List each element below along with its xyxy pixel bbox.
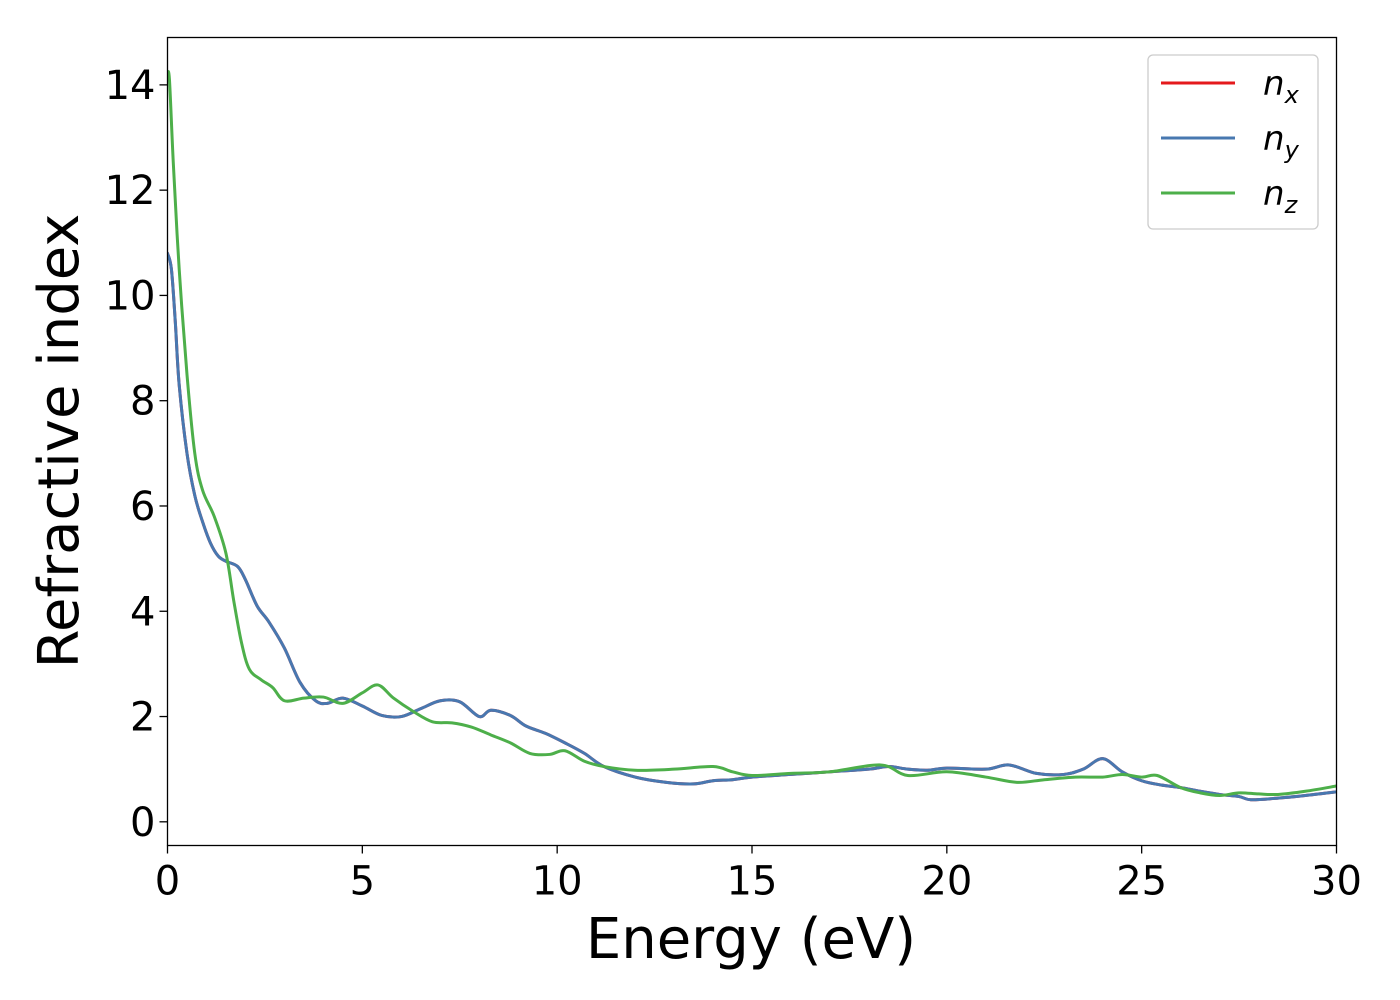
x-tick-label: 15 <box>727 859 778 905</box>
legend-box <box>1147 54 1319 230</box>
legend-label: nx <box>1263 64 1300 109</box>
legend-item-n-z: nz <box>1161 174 1299 219</box>
series-line-n-y <box>167 251 1337 802</box>
y-tick-label: 2 <box>130 695 155 741</box>
series-line-n-z <box>167 70 1337 797</box>
y-tick-label: 4 <box>130 589 155 635</box>
y-axis-label: Refractive index <box>27 214 92 669</box>
legend: nx ny nz <box>1147 54 1319 230</box>
y-axis: 0 2 4 6 8 10 12 14 <box>105 63 168 846</box>
legend-item-n-x: nx <box>1161 64 1300 109</box>
y-tick-label: 14 <box>105 63 156 109</box>
series-layer <box>167 70 1337 802</box>
legend-label: ny <box>1263 119 1300 164</box>
y-tick-label: 0 <box>130 800 155 846</box>
x-axis: 0 5 10 15 20 25 30 <box>155 845 1362 905</box>
y-tick-label: 10 <box>105 273 156 319</box>
x-tick-label: 5 <box>350 859 375 905</box>
x-tick-label: 25 <box>1116 859 1167 905</box>
x-tick-label: 0 <box>155 859 180 905</box>
y-tick-label: 12 <box>105 168 156 214</box>
series-line-n-x <box>167 251 1337 802</box>
x-axis-label: Energy (eV) <box>586 907 916 972</box>
x-tick-label: 10 <box>532 859 583 905</box>
legend-label: nz <box>1263 174 1299 219</box>
y-tick-label: 6 <box>130 484 155 530</box>
x-tick-label: 20 <box>921 859 972 905</box>
x-tick-label: 30 <box>1311 859 1362 905</box>
legend-item-n-y: ny <box>1161 119 1300 164</box>
y-tick-label: 8 <box>130 379 155 425</box>
